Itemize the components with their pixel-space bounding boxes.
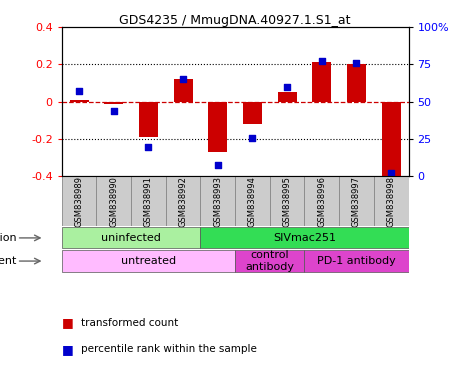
Bar (339, 177, 374, 226)
Bar (208, 102, 228, 152)
Text: agent: agent (0, 256, 17, 266)
Bar (62, 177, 96, 226)
Text: percentile rank within the sample: percentile rank within the sample (81, 344, 256, 354)
Point (214, 161, 221, 167)
Bar (96, 177, 131, 226)
Bar (304, 250, 408, 272)
Bar (139, 102, 158, 137)
Text: GSM838989: GSM838989 (75, 176, 84, 227)
Text: GSM838994: GSM838994 (248, 176, 257, 227)
Bar (312, 63, 332, 102)
Bar (347, 64, 366, 102)
Point (318, 58, 326, 65)
Text: GSM838998: GSM838998 (387, 176, 396, 227)
Bar (374, 177, 408, 226)
Bar (277, 92, 297, 102)
Point (110, 108, 118, 114)
Text: GSM838991: GSM838991 (144, 176, 153, 227)
Text: GSM838997: GSM838997 (352, 176, 361, 227)
Bar (235, 250, 304, 272)
Point (180, 76, 187, 82)
Text: GSM838996: GSM838996 (317, 176, 326, 227)
Bar (304, 177, 339, 226)
Bar (243, 102, 262, 124)
Bar (166, 177, 200, 226)
Point (144, 144, 152, 150)
Bar (62, 250, 235, 272)
Point (75, 88, 83, 94)
Point (249, 134, 256, 141)
Bar (270, 177, 304, 226)
Text: ■: ■ (62, 343, 74, 356)
Text: GSM838992: GSM838992 (179, 176, 188, 227)
Bar (173, 79, 193, 102)
Bar (200, 177, 235, 226)
Text: GSM838993: GSM838993 (213, 176, 222, 227)
Bar (381, 102, 401, 184)
Point (283, 84, 291, 90)
Bar (62, 227, 200, 248)
Text: uninfected: uninfected (101, 233, 161, 243)
Text: GSM838990: GSM838990 (109, 176, 118, 227)
Point (388, 170, 395, 177)
Text: PD-1 antibody: PD-1 antibody (317, 256, 396, 266)
Text: SIVmac251: SIVmac251 (273, 233, 336, 243)
Text: transformed count: transformed count (81, 318, 178, 328)
Point (353, 60, 361, 66)
Bar (69, 100, 89, 102)
Bar (200, 227, 408, 248)
Bar (104, 102, 124, 104)
Bar (131, 177, 166, 226)
Text: untreated: untreated (121, 256, 176, 266)
Title: GDS4235 / MmugDNA.40927.1.S1_at: GDS4235 / MmugDNA.40927.1.S1_at (119, 14, 351, 27)
Text: control
antibody: control antibody (245, 250, 294, 272)
Text: GSM838995: GSM838995 (283, 176, 292, 227)
Bar (235, 177, 270, 226)
Text: ■: ■ (62, 316, 74, 329)
Text: infection: infection (0, 233, 17, 243)
